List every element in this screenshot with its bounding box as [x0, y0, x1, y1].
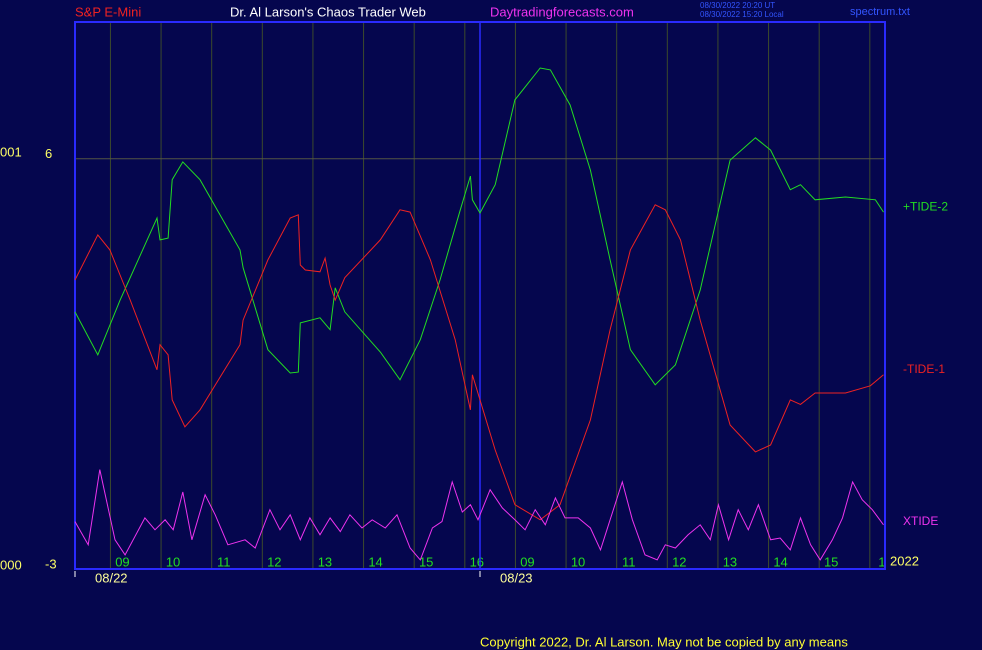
x-tick-label: 13	[723, 554, 737, 569]
x-tick-label: 14	[368, 554, 382, 569]
stamp-local: 08/30/2022 15:20 Local	[700, 10, 784, 19]
x-tick-label: 09	[520, 554, 534, 569]
x-tick-label: 14	[773, 554, 787, 569]
x-tick-label: 09	[115, 554, 129, 569]
legend-label: XTIDE	[903, 514, 938, 528]
legend-label: +TIDE-2	[903, 199, 948, 213]
series-line	[74, 204, 884, 521]
year-label: 2022	[890, 553, 919, 568]
x-tick-label: 10	[166, 554, 180, 569]
x-tick-label: 11	[217, 554, 231, 569]
x-tick-label: 16	[470, 554, 484, 569]
left-label: 001	[0, 144, 22, 159]
x-tick-label: 15	[824, 554, 838, 569]
plot-frame	[74, 21, 886, 570]
series-line	[74, 469, 884, 561]
x-tick-label: 12	[267, 554, 281, 569]
x-tick-label: 1	[878, 554, 885, 569]
x-tick-label: 13	[318, 554, 332, 569]
copyright: Copyright 2022, Dr. Al Larson. May not b…	[480, 634, 848, 649]
symbol: S&P E-Mini	[75, 4, 141, 19]
site: Daytradingforecasts.com	[490, 4, 634, 19]
date-label: 08/23	[500, 570, 533, 585]
chart-title: Dr. Al Larson's Chaos Trader Web	[230, 4, 426, 19]
stamp-ut: 08/30/2022 20:20 UT	[700, 1, 775, 10]
x-tick-label: 15	[419, 554, 433, 569]
y-tick-label: 6	[45, 146, 52, 161]
legend-label: -TIDE-1	[903, 362, 945, 376]
x-tick-label: 12	[672, 554, 686, 569]
left-label: 000	[0, 557, 22, 572]
file-name: spectrum.txt	[850, 6, 910, 18]
series-line	[74, 67, 884, 386]
y-tick-label: -3	[45, 556, 57, 571]
x-tick-label: 11	[622, 554, 636, 569]
x-tick-label: 10	[571, 554, 585, 569]
date-label: 08/22	[95, 570, 128, 585]
